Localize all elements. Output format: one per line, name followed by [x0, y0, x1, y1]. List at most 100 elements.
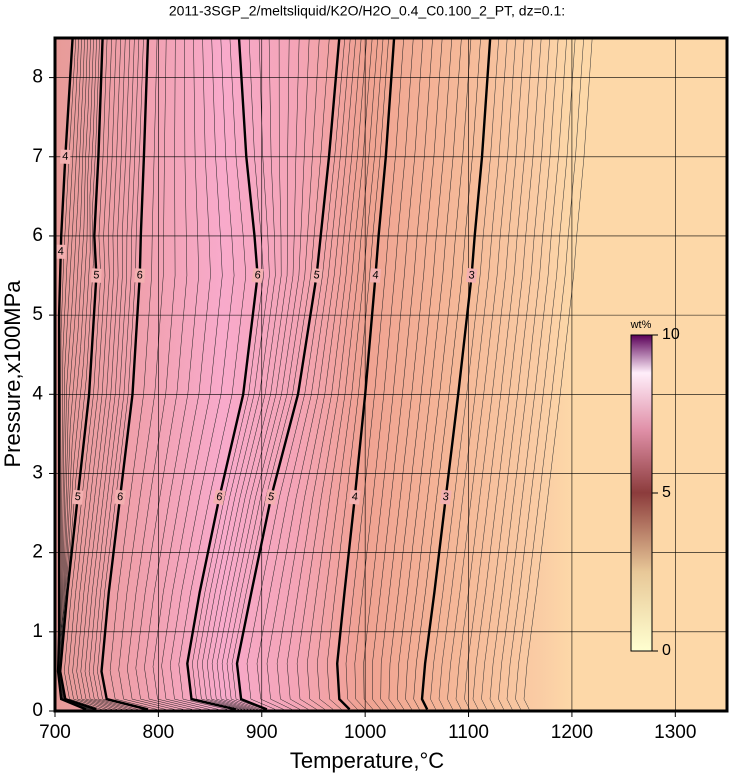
- minor-contour: [472, 38, 542, 710]
- minor-contour: [84, 38, 131, 710]
- minor-contour: [93, 38, 140, 710]
- minor-contour: [372, 38, 433, 710]
- contour-label: 5: [313, 269, 321, 282]
- x-tick-label: 800: [143, 722, 175, 743]
- contour-label: 4: [351, 491, 358, 504]
- minor-contour: [363, 38, 424, 710]
- contour-label-bg: [90, 268, 102, 283]
- minor-contour: [481, 38, 550, 710]
- contour-line: [100, 38, 150, 711]
- x-tick-label: 1300: [654, 722, 696, 743]
- minor-contour: [135, 38, 188, 710]
- minor-contour: [109, 38, 158, 710]
- minor-contour: [396, 38, 462, 710]
- y-tick-label: 1: [32, 621, 43, 642]
- contour-label-group: 4: [369, 268, 382, 283]
- minor-contour: [152, 38, 211, 710]
- minor-contour: [216, 38, 300, 710]
- minor-contour: [380, 38, 443, 710]
- contour-label: 6: [136, 269, 143, 281]
- contour-label-bg: [55, 244, 66, 259]
- contour-label-bg: [439, 489, 452, 505]
- contour-label-bg: [114, 489, 126, 505]
- minor-contour: [388, 38, 453, 710]
- contour-label-group: 3: [439, 489, 452, 505]
- y-tick-label: 3: [32, 462, 43, 483]
- contour-label: 4: [62, 151, 69, 163]
- contour-label-group: 6: [213, 489, 226, 506]
- minor-contour: [345, 38, 404, 710]
- colorbar-tick-label: 0: [662, 642, 671, 659]
- minor-contour: [489, 38, 559, 710]
- minor-contour: [266, 38, 356, 710]
- x-axis-label: Temperature,°C: [290, 748, 444, 773]
- contour-label: 4: [372, 269, 379, 281]
- y-tick-label: 7: [32, 146, 43, 167]
- minor-contour: [206, 38, 282, 710]
- contour-label-bg: [465, 268, 478, 284]
- x-tick-label: 1000: [344, 722, 386, 743]
- contour-line: [186, 38, 259, 711]
- minor-contour: [59, 38, 93, 710]
- contour-label: 5: [267, 491, 275, 504]
- minor-contour: [58, 38, 92, 710]
- minor-contour: [80, 38, 126, 710]
- contour-label-bg: [349, 489, 361, 505]
- contour-line: [235, 38, 341, 711]
- contour-label-group: 6: [251, 267, 264, 284]
- minor-contour: [72, 38, 117, 710]
- contour-label-group: 5: [310, 267, 323, 284]
- contour-label-bg: [134, 268, 146, 283]
- minor-contour: [430, 38, 499, 710]
- minor-contour: [226, 38, 320, 710]
- contour-line: [420, 38, 492, 710]
- y-tick-label: 4: [32, 383, 43, 404]
- minor-contour: [144, 38, 199, 710]
- contour-label-bg: [264, 489, 278, 506]
- minor-contour: [296, 38, 373, 710]
- minor-contour: [197, 38, 270, 710]
- y-axis-label: Pressure,x100MPa: [0, 280, 25, 468]
- minor-contour: [405, 38, 472, 710]
- contour-label: 6: [116, 491, 124, 504]
- contour-label: 6: [215, 491, 223, 504]
- minor-contour: [286, 38, 367, 710]
- x-tick-label: 1100: [448, 722, 489, 743]
- minor-contour: [455, 38, 525, 710]
- contour-label: 3: [468, 269, 475, 282]
- minor-contour: [316, 38, 384, 710]
- minor-contour: [169, 38, 235, 710]
- x-tick-label: 700: [39, 722, 71, 743]
- contour-label: 5: [93, 269, 100, 281]
- contour-label-group: 5: [264, 489, 278, 506]
- minor-contour: [354, 38, 414, 710]
- minor-contour: [97, 38, 144, 710]
- minor-contour: [256, 38, 351, 710]
- minor-contour: [161, 38, 223, 710]
- y-tick-label: 5: [32, 304, 43, 325]
- minor-contour: [127, 38, 176, 710]
- minor-contour: [438, 38, 508, 710]
- contour-label-group: 5: [72, 489, 84, 505]
- minor-contour: [326, 38, 389, 710]
- x-tick-label: 1200: [551, 722, 593, 743]
- minor-contour: [506, 38, 576, 710]
- contour-label-bg: [251, 267, 264, 284]
- y-tick-label: 2: [32, 542, 43, 563]
- minor-contour: [211, 38, 290, 710]
- minor-contour: [276, 38, 362, 710]
- plot-area: 4 4 5 5 6 6 6 6 5 5 4 4 3 3: [55, 38, 727, 711]
- contour-label-bg: [213, 489, 226, 506]
- contour-label-bg: [72, 489, 84, 505]
- minor-contour: [88, 38, 135, 710]
- contour-label: 5: [74, 491, 81, 504]
- plot-frame: [53, 36, 729, 713]
- contour-line: [56, 38, 87, 711]
- contour-label-bg: [59, 149, 71, 165]
- minor-contour: [192, 38, 264, 710]
- minor-contour: [201, 38, 276, 710]
- y-tick-label: 6: [32, 225, 43, 246]
- contour-label-group: 3: [465, 268, 478, 284]
- contour-label: 3: [442, 491, 450, 504]
